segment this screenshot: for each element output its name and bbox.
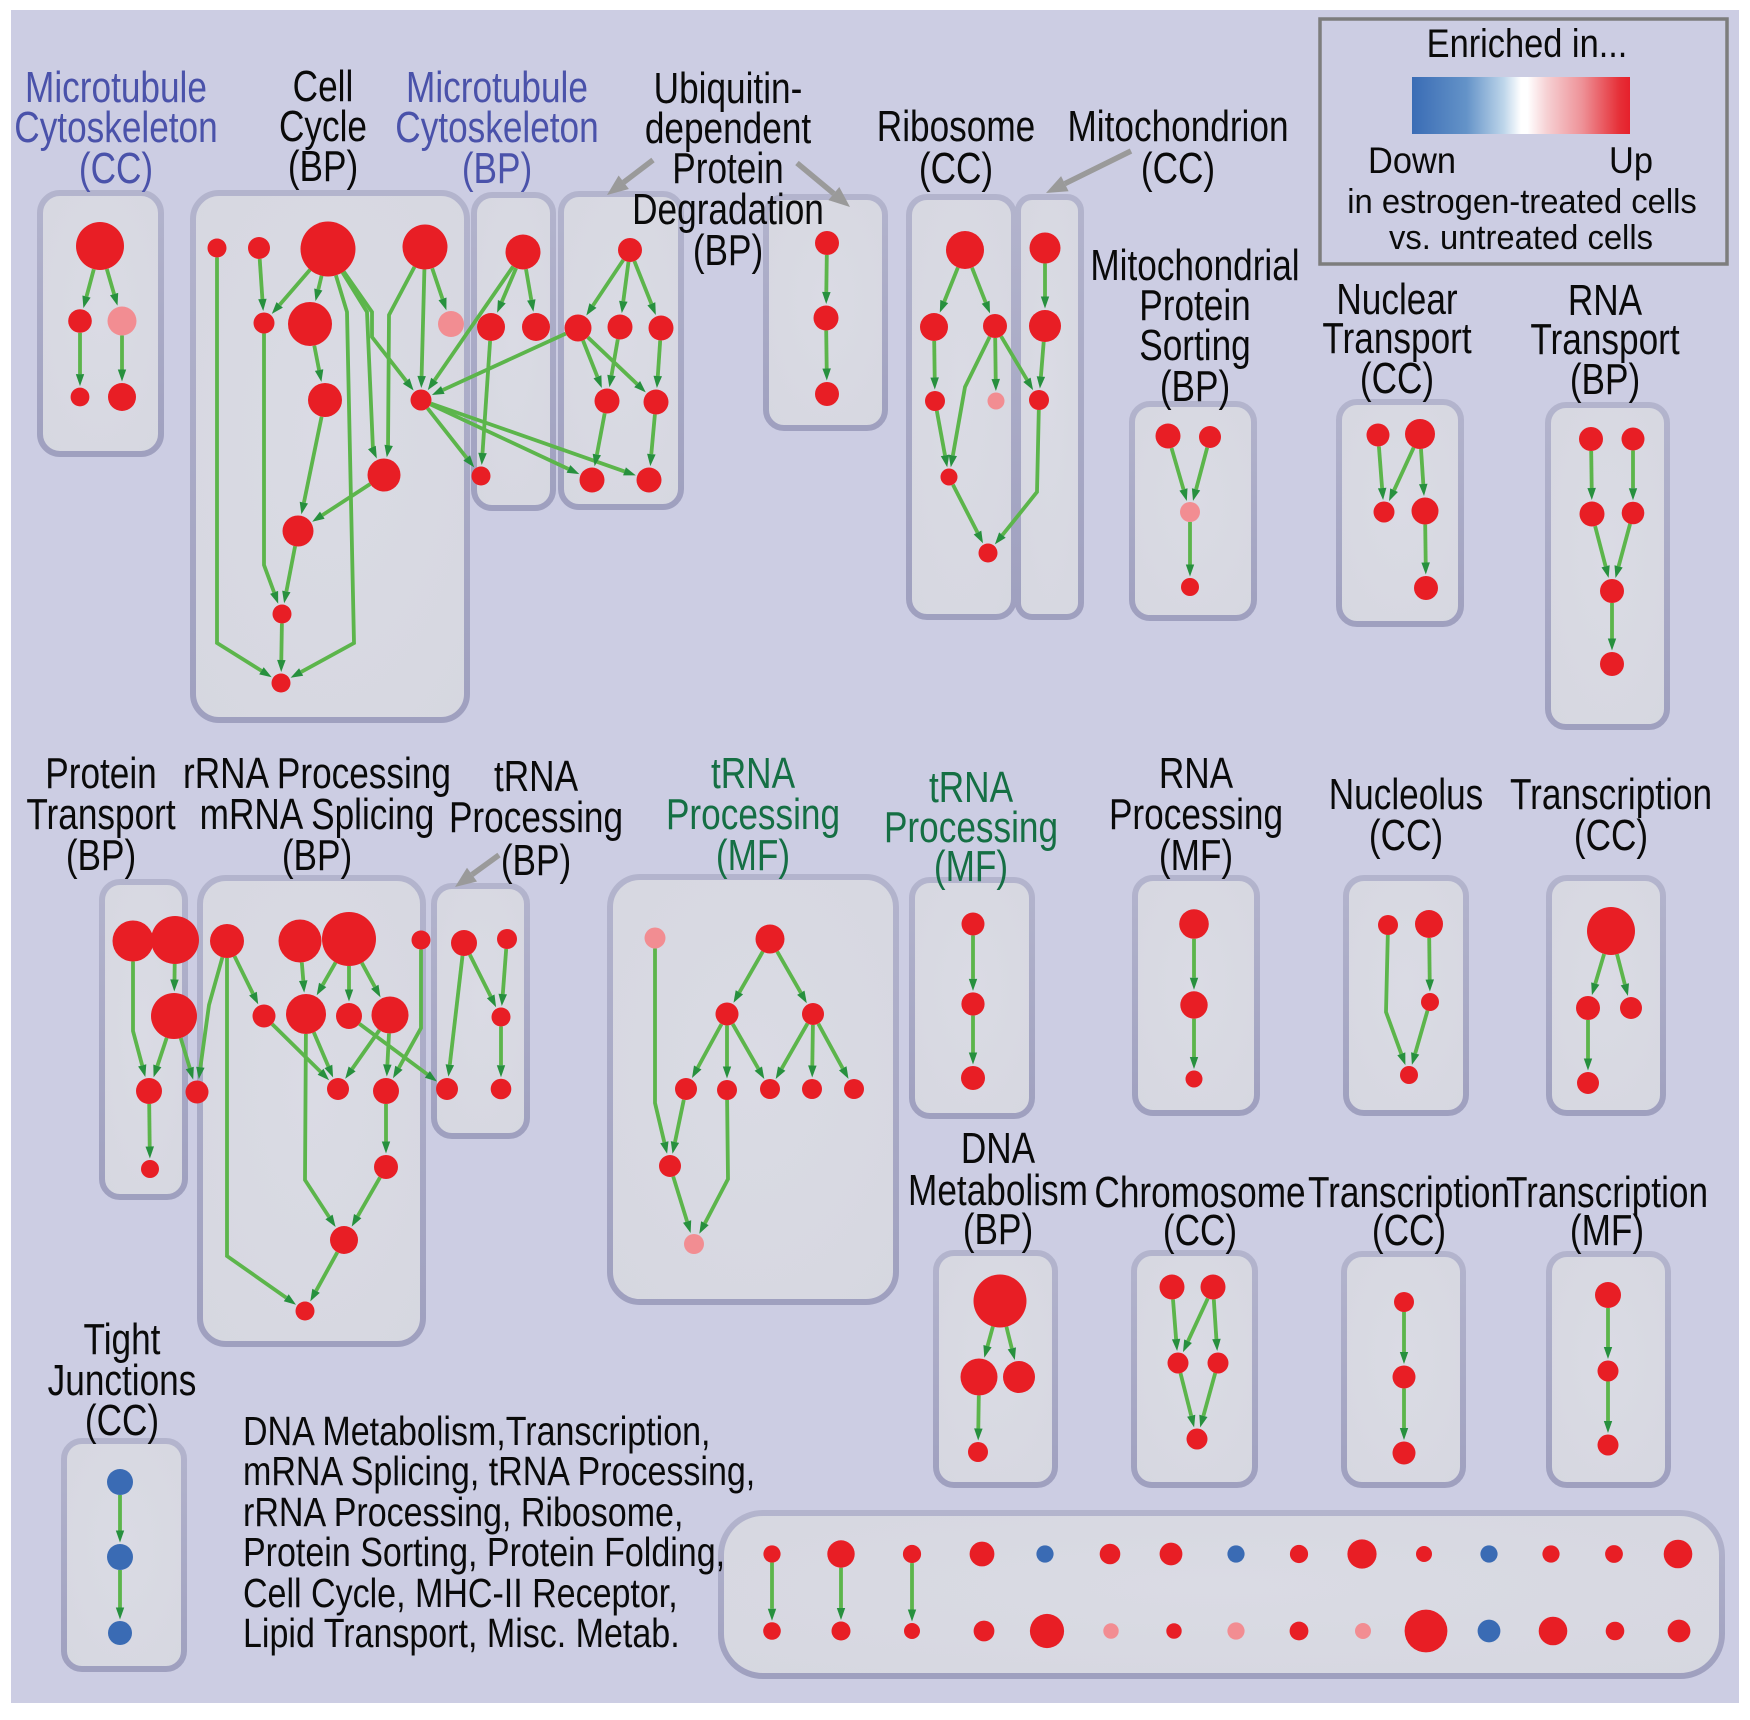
svg-text:Ribosome: Ribosome <box>877 102 1035 151</box>
svg-text:DNA Metabolism,Transcription,: DNA Metabolism,Transcription, <box>243 1408 710 1454</box>
svg-text:dependent: dependent <box>645 104 811 153</box>
svg-text:(BP): (BP) <box>693 226 763 275</box>
svg-text:Microtubule: Microtubule <box>25 63 207 112</box>
svg-text:(CC): (CC) <box>919 144 993 193</box>
svg-text:(CC): (CC) <box>79 144 153 193</box>
svg-text:Transcription: Transcription <box>1506 1168 1708 1217</box>
svg-text:Lipid Transport, Misc. Metab.: Lipid Transport, Misc. Metab. <box>243 1610 680 1656</box>
svg-text:(CC): (CC) <box>1574 811 1648 860</box>
svg-text:Transport: Transport <box>1322 314 1471 363</box>
svg-text:Mitochondrion: Mitochondrion <box>1067 102 1288 151</box>
svg-text:Up: Up <box>1609 140 1653 181</box>
svg-text:(CC): (CC) <box>1163 1206 1237 1255</box>
svg-text:Processing: Processing <box>449 793 623 842</box>
svg-text:tRNA: tRNA <box>929 763 1013 812</box>
svg-text:Tight: Tight <box>84 1315 161 1364</box>
svg-text:Nucleolus: Nucleolus <box>1329 770 1484 819</box>
svg-text:Protein: Protein <box>45 749 156 798</box>
svg-text:RNA: RNA <box>1159 749 1234 798</box>
svg-text:(BP): (BP) <box>66 831 136 880</box>
svg-text:rRNA Processing, Ribosome,: rRNA Processing, Ribosome, <box>243 1489 683 1535</box>
svg-text:Junctions: Junctions <box>48 1356 197 1405</box>
svg-text:(BP): (BP) <box>282 831 352 880</box>
svg-text:Transcription: Transcription <box>1510 770 1712 819</box>
svg-text:Transport: Transport <box>26 790 175 839</box>
svg-text:(CC): (CC) <box>85 1396 159 1445</box>
svg-text:RNA: RNA <box>1568 276 1643 325</box>
svg-text:Microtubule: Microtubule <box>406 63 588 112</box>
svg-text:Nuclear: Nuclear <box>1336 275 1457 324</box>
svg-text:Mitochondrial: Mitochondrial <box>1090 241 1299 290</box>
svg-text:(CC): (CC) <box>1372 1206 1446 1255</box>
svg-text:vs. untreated cells: vs. untreated cells <box>1389 219 1653 257</box>
svg-text:(BP): (BP) <box>501 836 571 885</box>
svg-text:Cytoskeleton: Cytoskeleton <box>395 103 598 152</box>
svg-text:rRNA Processing: rRNA Processing <box>183 749 451 798</box>
svg-text:(MF): (MF) <box>1159 831 1233 880</box>
svg-text:(CC): (CC) <box>1369 811 1443 860</box>
svg-text:Ubiquitin-: Ubiquitin- <box>654 64 803 113</box>
svg-text:tRNA: tRNA <box>711 749 795 798</box>
svg-text:tRNA: tRNA <box>494 752 578 801</box>
svg-text:(BP): (BP) <box>1570 355 1640 404</box>
svg-text:in estrogen-treated cells: in estrogen-treated cells <box>1347 183 1697 221</box>
svg-text:Transport: Transport <box>1530 315 1679 364</box>
svg-text:Protein: Protein <box>672 144 783 193</box>
svg-text:DNA: DNA <box>961 1124 1036 1173</box>
svg-text:Degradation: Degradation <box>632 185 824 234</box>
svg-text:Protein Sorting, Protein Foldi: Protein Sorting, Protein Folding, <box>243 1529 725 1575</box>
svg-text:Processing: Processing <box>884 803 1058 852</box>
svg-text:(CC): (CC) <box>1141 144 1215 193</box>
svg-text:(BP): (BP) <box>1160 362 1230 411</box>
svg-text:Processing: Processing <box>1109 790 1283 839</box>
svg-text:Sorting: Sorting <box>1139 321 1250 370</box>
svg-text:Down: Down <box>1368 140 1456 181</box>
svg-text:(MF): (MF) <box>934 842 1008 891</box>
svg-text:Cell: Cell <box>293 62 354 111</box>
svg-text:Transcription: Transcription <box>1308 1168 1510 1217</box>
svg-text:Cell Cycle, MHC-II Receptor,: Cell Cycle, MHC-II Receptor, <box>243 1570 678 1616</box>
svg-text:Cycle: Cycle <box>279 102 367 151</box>
svg-text:(BP): (BP) <box>963 1205 1033 1254</box>
svg-text:mRNA Splicing: mRNA Splicing <box>200 790 435 839</box>
svg-text:Cytoskeleton: Cytoskeleton <box>14 103 217 152</box>
svg-text:(BP): (BP) <box>288 142 358 191</box>
svg-text:Metabolism: Metabolism <box>908 1166 1088 1215</box>
svg-text:Enriched in...: Enriched in... <box>1427 21 1628 66</box>
svg-text:(CC): (CC) <box>1360 354 1434 403</box>
svg-text:(MF): (MF) <box>716 831 790 880</box>
svg-text:Protein: Protein <box>1139 281 1250 330</box>
svg-text:mRNA Splicing, tRNA Processing: mRNA Splicing, tRNA Processing, <box>243 1448 755 1494</box>
svg-text:(BP): (BP) <box>462 144 532 193</box>
svg-text:Processing: Processing <box>666 790 840 839</box>
svg-text:Chromosome: Chromosome <box>1094 1168 1305 1217</box>
svg-text:(MF): (MF) <box>1570 1206 1644 1255</box>
